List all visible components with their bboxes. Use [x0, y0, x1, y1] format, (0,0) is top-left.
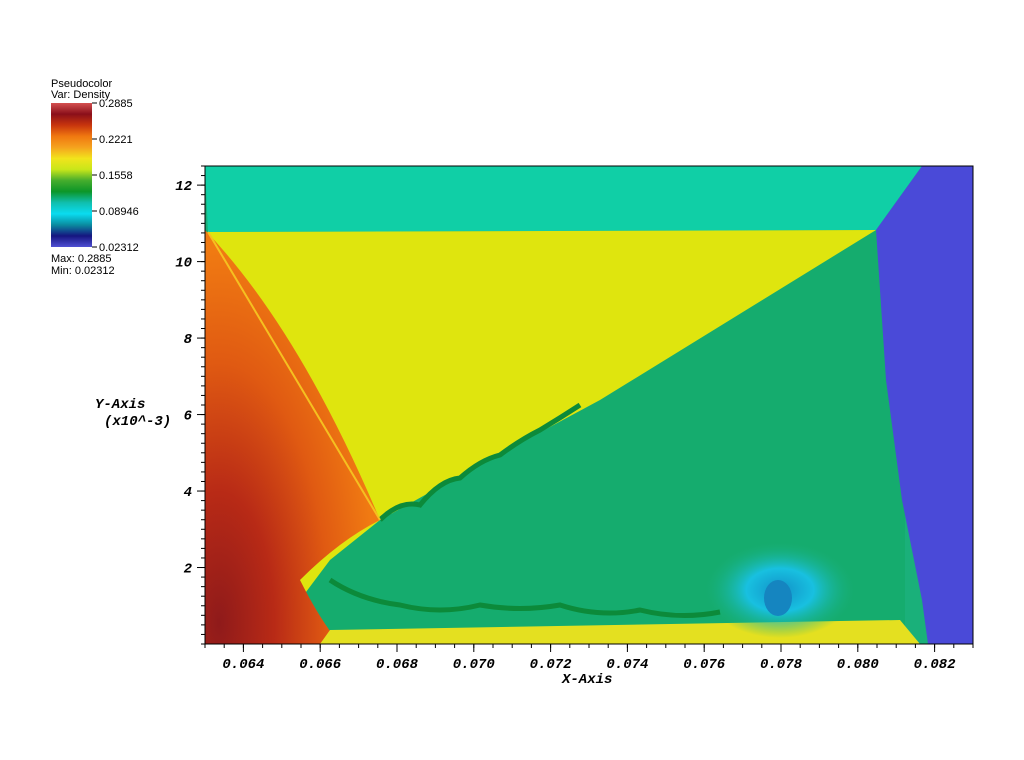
x-axis-title: X-Axis	[561, 672, 612, 688]
legend-colorbar	[51, 103, 92, 247]
shear-rolls	[328, 402, 721, 619]
x-tick-label: 0.066	[299, 657, 342, 673]
upstream-region	[876, 166, 973, 644]
x-tick-label: 0.078	[760, 657, 803, 673]
y-tick-label: 4	[184, 485, 192, 501]
x-tick-label: 0.070	[453, 657, 495, 673]
high-density-region	[205, 230, 380, 644]
x-tick-label: 0.076	[683, 657, 726, 673]
y-ticks: 2 4 6 8 10 12	[175, 165, 205, 645]
x-tick-label: 0.064	[222, 657, 264, 673]
x-tick-label: 0.074	[606, 657, 648, 673]
legend: Pseudocolor Var: Density 0.2885 0.2221 0.1…	[51, 78, 139, 277]
x-tick-label: 0.080	[837, 657, 879, 673]
y-axis-title: Y-Axis	[95, 397, 145, 413]
density-field	[205, 166, 973, 644]
legend-tick-label: 0.1558	[99, 170, 133, 182]
y-tick-label: 8	[184, 332, 193, 348]
shock-line	[207, 231, 381, 521]
legend-tick-label: 0.2221	[99, 134, 133, 146]
legend-tick-label: 0.02312	[99, 242, 139, 254]
x-tick-label: 0.082	[914, 657, 957, 673]
legend-title: Pseudocolor	[51, 78, 112, 90]
axes: 0.064 0.066 0.068 0.070 0.072 0.074 0.076 0.078…	[95, 165, 974, 688]
legend-max: Max: 0.2885	[51, 253, 112, 265]
x-ticks: 0.064 0.066 0.068 0.070 0.072 0.074 0.076 0.078…	[204, 644, 974, 673]
y-tick-label: 12	[175, 179, 192, 195]
upper-band	[205, 166, 922, 232]
legend-variable: Var: Density	[51, 89, 111, 101]
legend-tick-label: 0.08946	[99, 206, 139, 218]
legend-tick-label: 0.2885	[99, 98, 133, 110]
y-tick-label: 6	[184, 409, 193, 425]
y-axis-scale: (x10^-3)	[104, 414, 171, 430]
vortex-center	[764, 580, 792, 616]
y-tick-label: 10	[175, 256, 192, 272]
legend-min: Min: 0.02312	[51, 265, 115, 277]
x-tick-label: 0.068	[376, 657, 419, 673]
legend-ticks: 0.2885 0.2221 0.1558 0.08946 0.02312	[92, 98, 139, 254]
x-tick-label: 0.072	[530, 657, 573, 673]
y-tick-label: 2	[184, 562, 193, 578]
